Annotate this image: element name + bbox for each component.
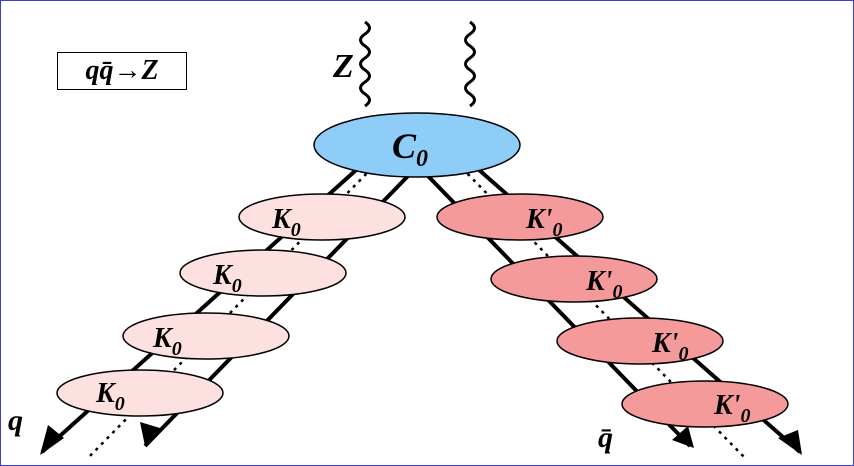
boson-label: Z	[332, 48, 354, 85]
svg-text:K'0: K'0	[585, 266, 622, 303]
left-inner-arrow	[140, 422, 160, 446]
right-kernel-1: K'0	[436, 193, 604, 241]
left-kernel-3-label: K	[152, 323, 174, 354]
boson-line-left	[359, 20, 371, 108]
left-kernel-3: K0	[122, 312, 290, 360]
left-kernel-1: K0	[238, 193, 406, 241]
left-kernel-1-label: K	[271, 204, 293, 235]
right-kernel-1-label: K'	[525, 204, 553, 235]
right-kernel-3-label: K'	[651, 328, 679, 359]
left-kernel-2-label: K	[212, 260, 234, 291]
svg-text:K0: K0	[212, 260, 242, 297]
right-kernel-4: K'0	[621, 380, 789, 428]
right-outer-arrow	[778, 430, 802, 455]
process-label: qq̄→Z	[57, 52, 187, 90]
right-kernel-3: K'0	[556, 317, 724, 365]
svg-text:K0: K0	[271, 204, 301, 241]
left-outer-arrow	[40, 425, 64, 455]
left-kernel-2: K0	[179, 249, 347, 297]
boson-line-right	[464, 20, 476, 108]
svg-text:K'0: K'0	[525, 204, 562, 241]
right-leg-label: q̄	[598, 421, 613, 454]
right-kernel-2-label: K'	[585, 266, 613, 297]
svg-text:K'0: K'0	[713, 390, 750, 427]
svg-text:K0: K0	[95, 378, 125, 415]
central-vertex-label: C	[392, 126, 417, 166]
right-kernel-2: K'0	[490, 255, 658, 303]
central-vertex: C0	[313, 112, 521, 178]
svg-text:K0: K0	[152, 323, 182, 360]
left-leg-label: q	[8, 404, 23, 437]
svg-text:K'0: K'0	[651, 328, 688, 365]
svg-text:C0: C0	[392, 126, 428, 172]
right-inner-arrow	[672, 426, 694, 448]
left-kernel-4-label: K	[95, 378, 117, 409]
left-kernel-4: K0	[56, 369, 224, 417]
right-kernel-4-label: K'	[713, 390, 741, 421]
